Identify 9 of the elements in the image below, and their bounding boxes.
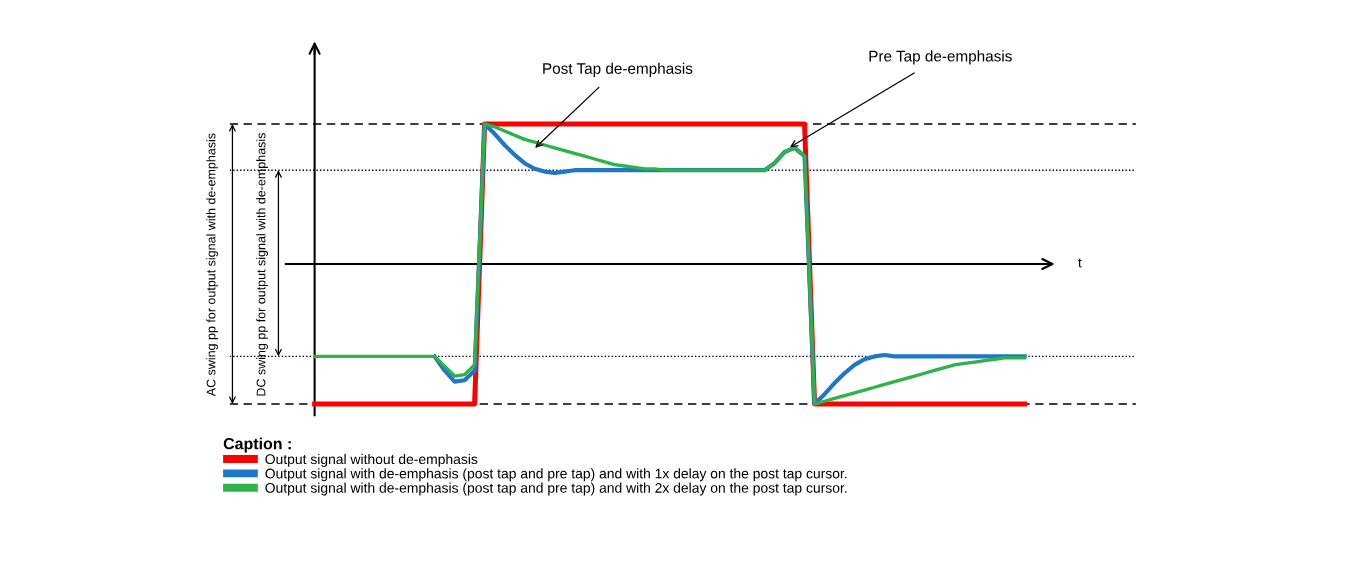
x-axis-title: t <box>1078 258 1082 268</box>
text: DC swing pp for output signal with de-emphasis <box>256 133 268 396</box>
legend-title: Caption : <box>223 437 291 453</box>
legend-label: Output signal with de-emphasis (post tap and pre tap) and with 2x delay on the post tap cursor. <box>265 482 847 496</box>
legend-label: Output signal with de-emphasis (post tap and pre tap) and with 1x delay on the post tap cursor. <box>265 468 847 482</box>
legend-label: Output signal without de-emphasis <box>265 453 478 467</box>
text: Pre Tap de-emphasis <box>869 50 1012 65</box>
text: AC swing pp for output signal with de-emphasis <box>206 133 218 397</box>
text: Post Tap de-emphasis <box>543 62 693 77</box>
